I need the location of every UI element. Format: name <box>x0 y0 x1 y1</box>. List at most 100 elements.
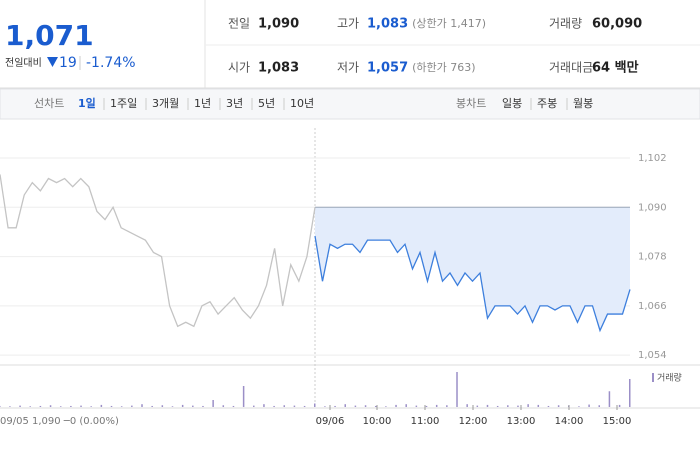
summary-value: 1,057 <box>367 61 408 76</box>
summary-label: 저가 <box>337 61 359 75</box>
volume-bar <box>0 405 1 407</box>
volume-bar <box>181 404 184 407</box>
summary-label: 시가 <box>228 61 250 75</box>
summary-label: 거래량 <box>549 17 582 31</box>
x-tick-label: 14:00 <box>555 416 584 427</box>
volume-bar <box>588 404 590 407</box>
volume-bar <box>364 405 367 407</box>
price: 1,071 <box>5 19 94 52</box>
volume-bar <box>232 405 235 407</box>
tab[interactable]: 1주일 <box>110 96 137 110</box>
volume-bar <box>608 391 611 407</box>
volume-bar <box>70 405 72 407</box>
summary-label: 전일 <box>228 17 250 31</box>
down-arrow <box>47 57 58 67</box>
volume-bar <box>314 403 316 407</box>
y-tick-label: 1,066 <box>638 301 667 312</box>
volume-bar <box>202 405 204 407</box>
volume-bar <box>19 405 21 407</box>
volume-bar <box>517 405 519 407</box>
volume-bar <box>141 404 143 407</box>
volume-bar <box>486 404 489 407</box>
y-tick-label: 1,102 <box>638 153 667 164</box>
tab[interactable]: 1년 <box>194 97 211 110</box>
volume-bar <box>39 405 42 407</box>
volume-bar <box>293 405 296 407</box>
x-tick-label: 15:00 <box>603 416 632 427</box>
volume-bar <box>547 405 550 407</box>
volume-bar <box>466 404 468 407</box>
volume-bar <box>110 405 113 407</box>
volume-bar <box>527 404 529 407</box>
volume-bar <box>324 406 326 407</box>
x-tick-label: 09/06 <box>316 416 345 427</box>
volume-bar <box>273 405 275 407</box>
price-line <box>314 235 631 333</box>
y-tick-label: 1,090 <box>638 202 667 213</box>
volume-bar <box>29 406 31 407</box>
x-tick-label: 11:00 <box>411 416 440 427</box>
tab-group-label: 봉차트 <box>456 97 486 110</box>
volume-bar <box>507 405 509 407</box>
volume-bar <box>49 405 52 407</box>
volume-bar <box>192 405 194 407</box>
volume-bar <box>618 404 621 407</box>
volume-bar <box>80 405 82 407</box>
volume-bar <box>303 405 306 407</box>
tab[interactable]: 5년 <box>258 97 275 110</box>
volume-bar <box>283 405 286 407</box>
volume-bar <box>405 404 407 407</box>
legend-swatch <box>652 373 654 382</box>
y-tick-label: 1,078 <box>638 252 667 263</box>
summary-label: 거래대금 <box>549 61 593 75</box>
volume-bar <box>476 405 479 407</box>
tab[interactable]: 10년 <box>290 97 314 110</box>
x-tick-label: 13:00 <box>507 416 536 427</box>
change: 19 <box>59 55 77 71</box>
volume-bar <box>59 406 62 407</box>
volume-bar <box>354 405 357 407</box>
volume-bar <box>253 405 255 407</box>
volume-bar <box>435 404 438 407</box>
volume-bar <box>629 379 631 407</box>
summary-value: 1,083 <box>367 17 408 32</box>
volume-bar <box>90 406 92 407</box>
volume-bar <box>161 405 164 407</box>
volume-bar <box>212 400 214 407</box>
tab-bar <box>0 88 700 120</box>
volume-bar <box>9 406 11 407</box>
volume-bar <box>415 405 418 407</box>
volume-bar <box>344 404 346 407</box>
volume-bar <box>425 405 428 407</box>
summary-label: 고가 <box>337 17 359 31</box>
tab[interactable]: 주봉 <box>537 97 557 110</box>
legend-label: 거래량 <box>657 372 682 384</box>
tab[interactable]: 3개월 <box>152 97 179 110</box>
tab[interactable]: 일봉 <box>502 96 522 110</box>
volume-bar <box>334 405 336 407</box>
summary-value: 60,090 <box>592 17 642 32</box>
area-fill <box>315 207 630 331</box>
volume-bar <box>100 404 103 407</box>
volume-bar <box>385 406 387 407</box>
volume-bar <box>374 405 377 407</box>
tab-group-label: 선차트 <box>34 97 64 110</box>
volume-bar <box>395 404 397 407</box>
volume-bar <box>242 386 245 407</box>
summary-value: 1,083 <box>258 61 299 76</box>
footer: 09/05 1,090 ─0 (0.00%) <box>0 416 119 427</box>
tab[interactable]: 월봉 <box>573 97 593 110</box>
volume-bar <box>131 405 133 407</box>
tab[interactable]: 1일 <box>78 96 96 110</box>
y-tick-label: 1,054 <box>638 350 667 361</box>
change-pct: -1.74% <box>86 55 136 71</box>
volume-bar <box>120 406 123 407</box>
x-tick-label: 12:00 <box>459 416 488 427</box>
volume-bar <box>537 404 540 407</box>
tab[interactable]: 3년 <box>226 97 243 110</box>
summary-note: (하한가 763) <box>412 60 475 74</box>
summary-value: 64 백만 <box>592 60 639 76</box>
volume-bar <box>578 406 580 407</box>
volume-bar <box>557 405 560 407</box>
